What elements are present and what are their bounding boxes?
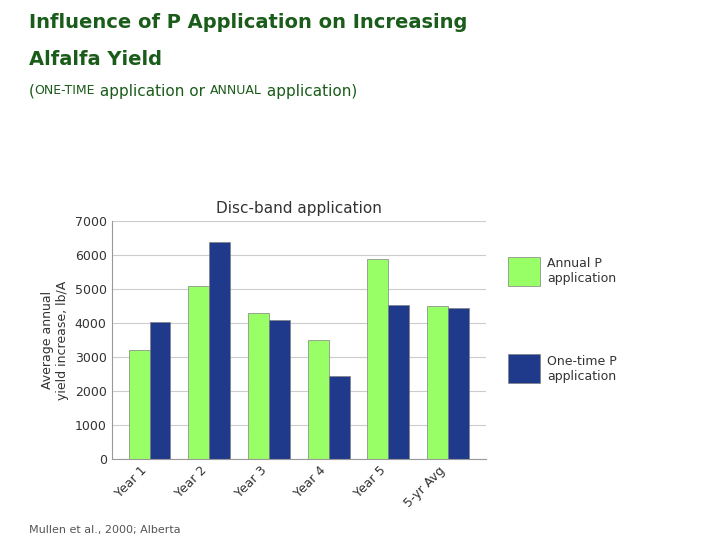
Text: ONE-TIME: ONE-TIME <box>35 84 95 97</box>
Bar <box>129 350 150 459</box>
Text: application): application) <box>262 84 357 99</box>
Text: One-time P
application: One-time P application <box>547 355 617 382</box>
Bar <box>210 242 230 459</box>
Bar <box>427 306 448 459</box>
Bar <box>189 286 210 459</box>
Title: Disc-band application: Disc-band application <box>216 201 382 216</box>
Bar <box>388 305 409 459</box>
Y-axis label: Average annual
yield increase, lb/A: Average annual yield increase, lb/A <box>41 281 69 400</box>
Bar <box>328 376 349 459</box>
Bar <box>448 308 469 459</box>
Text: (: ( <box>29 84 35 99</box>
Bar <box>248 313 269 459</box>
Text: Influence of P Application on Increasing: Influence of P Application on Increasing <box>29 14 467 32</box>
Text: Mullen et al., 2000; Alberta: Mullen et al., 2000; Alberta <box>29 524 181 535</box>
Bar <box>367 259 388 459</box>
Bar <box>307 340 328 459</box>
Text: application or: application or <box>95 84 210 99</box>
Text: Annual P
application: Annual P application <box>547 258 616 285</box>
Bar <box>150 321 171 459</box>
Text: Alfalfa Yield: Alfalfa Yield <box>29 50 162 69</box>
Text: ANNUAL: ANNUAL <box>210 84 262 97</box>
Bar <box>269 320 290 459</box>
